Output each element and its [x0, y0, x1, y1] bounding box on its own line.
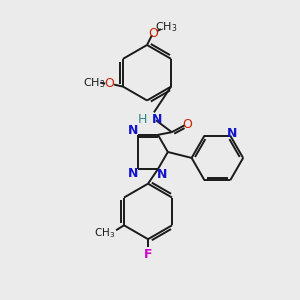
Text: O: O [148, 27, 158, 40]
Text: CH$_3$: CH$_3$ [83, 76, 106, 89]
Text: O: O [183, 118, 193, 131]
Text: CH$_3$: CH$_3$ [154, 20, 177, 34]
Text: H: H [138, 113, 147, 126]
Text: N: N [157, 168, 167, 181]
Text: N: N [128, 124, 138, 137]
Text: O: O [104, 77, 114, 90]
Text: CH$_3$: CH$_3$ [94, 226, 115, 240]
Text: N: N [128, 167, 138, 180]
Text: N: N [227, 127, 237, 140]
Text: N: N [152, 113, 162, 126]
Text: F: F [144, 248, 152, 260]
